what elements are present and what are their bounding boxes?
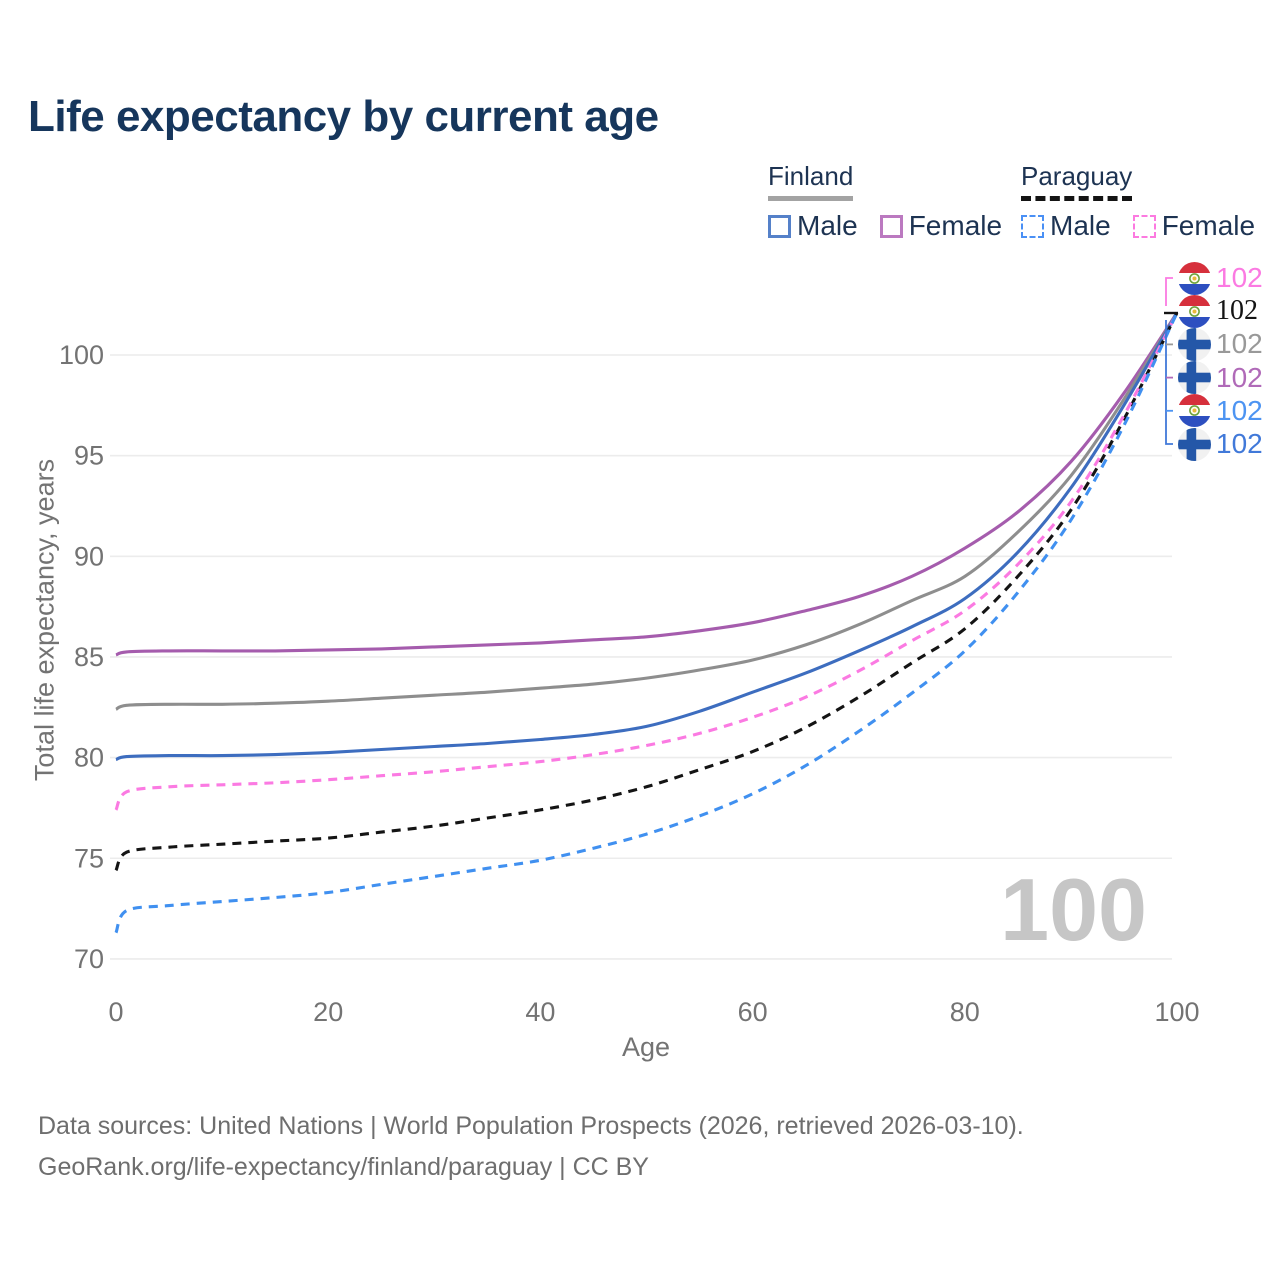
end-value-paraguay-male: 102 bbox=[1216, 394, 1263, 426]
x-tick-label: 60 bbox=[738, 997, 768, 1027]
y-tick-label: 85 bbox=[74, 642, 104, 672]
hover-age-indicator: 100 bbox=[1000, 860, 1147, 959]
end-value-paraguay-both: 102 bbox=[1216, 295, 1258, 327]
series-line-paraguay-female[interactable] bbox=[114, 311, 1179, 811]
series-line-paraguay-both[interactable] bbox=[114, 312, 1179, 872]
y-tick-label: 70 bbox=[74, 944, 104, 974]
end-value-finland-female: 102 bbox=[1216, 361, 1263, 393]
footer: Data sources: United Nations | World Pop… bbox=[38, 1106, 1024, 1188]
paraguay-flag-icon bbox=[1178, 261, 1211, 295]
legend-group-paraguay: Paraguay Male Female bbox=[1021, 161, 1255, 242]
end-label-row-paraguay-female: 102 bbox=[1178, 261, 1263, 295]
finland-flag-icon bbox=[1178, 361, 1211, 395]
series-line-finland-female[interactable] bbox=[115, 311, 1179, 657]
series-line-finland-both[interactable] bbox=[115, 311, 1179, 711]
legend-item-paraguay-male[interactable]: Male bbox=[1021, 210, 1111, 242]
legend-label: Female bbox=[908, 210, 1003, 241]
attribution-line[interactable]: GeoRank.org/life-expectancy/finland/para… bbox=[38, 1153, 649, 1181]
series-line-finland-male[interactable] bbox=[115, 311, 1179, 762]
legend-label: Male bbox=[1050, 210, 1111, 241]
legend-label: Female bbox=[1161, 210, 1256, 241]
legend-group-finland: Finland Male Female bbox=[768, 161, 1002, 242]
x-tick-label: 80 bbox=[950, 997, 980, 1027]
end-value-finland-both: 102 bbox=[1216, 328, 1263, 360]
paraguay-female-swatch bbox=[1132, 214, 1156, 238]
connector-finland-male bbox=[1165, 320, 1173, 445]
data-sources-line: Data sources: United Nations | World Pop… bbox=[38, 1112, 1024, 1140]
finland-flag-icon bbox=[1178, 327, 1211, 361]
y-tick-label: 95 bbox=[74, 441, 104, 471]
end-label-row-finland-female: 102 bbox=[1178, 361, 1263, 395]
finland-male-swatch bbox=[768, 214, 791, 238]
series-line-paraguay-male[interactable] bbox=[114, 312, 1179, 934]
x-axis-title: Age bbox=[621, 1032, 671, 1062]
legend-item-finland-female[interactable]: Female bbox=[879, 210, 1003, 242]
legend-label: Male bbox=[797, 210, 858, 241]
y-tick-label: 80 bbox=[74, 743, 104, 773]
legend-item-paraguay-female[interactable]: Female bbox=[1132, 210, 1256, 242]
x-tick-label: 0 bbox=[108, 997, 123, 1027]
paraguay-male-swatch bbox=[1021, 214, 1044, 238]
finland-flag-icon bbox=[1178, 427, 1211, 461]
end-label-row-finland-male: 102 bbox=[1178, 427, 1263, 461]
end-value-finland-male: 102 bbox=[1216, 428, 1263, 459]
legend-country-paraguay[interactable]: Paraguay bbox=[1021, 161, 1133, 201]
y-tick-label: 90 bbox=[74, 541, 104, 571]
paraguay-flag-icon bbox=[1178, 294, 1211, 328]
x-tick-label: 100 bbox=[1154, 997, 1199, 1027]
end-label-row-paraguay-both: 102 bbox=[1178, 294, 1258, 328]
x-tick-label: 40 bbox=[525, 997, 555, 1027]
end-label-row-finland-both: 102 bbox=[1178, 327, 1263, 361]
finland-female-swatch bbox=[879, 214, 903, 238]
y-tick-label: 100 bbox=[59, 340, 104, 370]
end-label-row-paraguay-male: 102 bbox=[1178, 394, 1263, 428]
legend-item-finland-male[interactable]: Male bbox=[768, 210, 858, 242]
y-tick-label: 75 bbox=[74, 843, 104, 873]
connector-paraguay-female bbox=[1165, 277, 1173, 306]
legend-country-finland[interactable]: Finland bbox=[768, 161, 854, 201]
end-value-paraguay-female: 102 bbox=[1216, 262, 1263, 293]
x-tick-label: 20 bbox=[313, 997, 343, 1027]
paraguay-flag-icon bbox=[1178, 394, 1211, 428]
page-title: Life expectancy by current age bbox=[28, 92, 659, 141]
